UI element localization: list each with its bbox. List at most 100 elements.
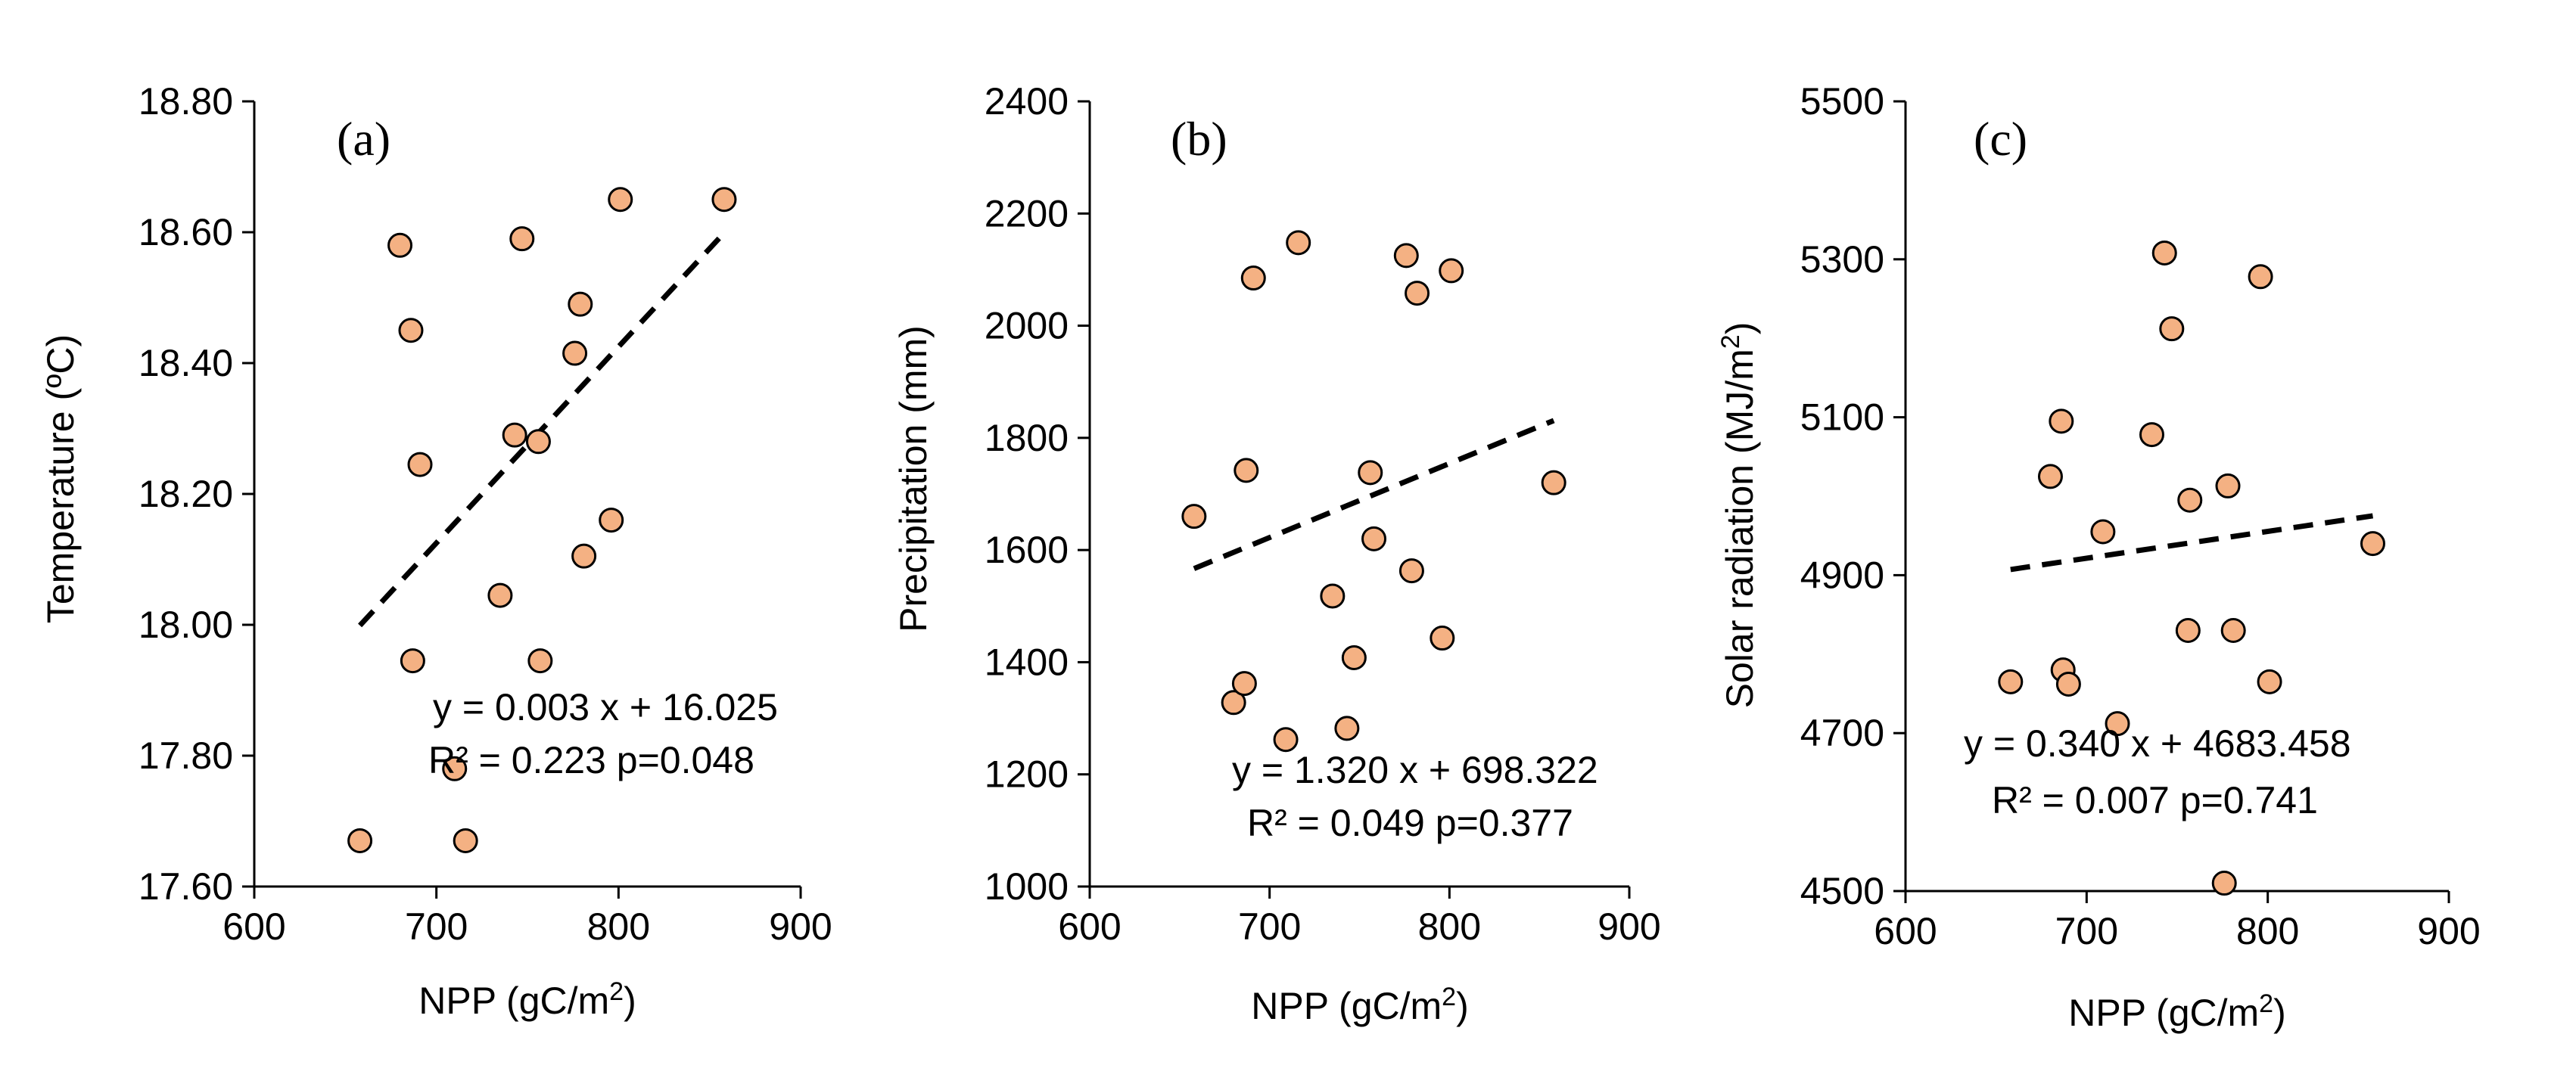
data-point	[1231, 671, 1257, 697]
data-point	[502, 422, 527, 448]
data-point	[1393, 243, 1419, 269]
panel-label: (b)	[1171, 112, 1227, 166]
y-axis-label: Temperature (ºC)	[39, 334, 82, 623]
data-point	[599, 508, 624, 533]
x-tick-label: 800	[587, 905, 650, 948]
x-tick-label: 600	[1874, 910, 1937, 952]
x-tick-label: 900	[769, 905, 832, 948]
data-point	[2037, 464, 2063, 489]
data-point	[398, 318, 424, 343]
x-axis-label: NPP (gC/m2)	[1251, 983, 1468, 1027]
data-point	[1361, 526, 1387, 551]
y-tick-label: 18.80	[138, 80, 233, 123]
data-point	[1273, 727, 1299, 753]
panel-label: (a)	[337, 112, 390, 166]
y-tick-label: 4900	[1800, 554, 1884, 596]
y-tick-label: 18.00	[138, 604, 233, 646]
x-tick-label: 600	[1058, 905, 1121, 948]
data-point	[2257, 669, 2282, 694]
x-tick-label: 900	[1598, 905, 1660, 948]
data-point	[2151, 240, 2177, 266]
data-point	[487, 582, 513, 608]
data-point	[1405, 281, 1430, 306]
data-point	[2090, 519, 2116, 545]
data-point	[347, 828, 373, 853]
regression-equation: y = 0.003 x + 16.025	[433, 686, 778, 728]
panel-b: 1000 1200 1400 1600 1800 2000 2200 2400 600 700 80…	[892, 80, 1661, 1027]
data-point	[1541, 470, 1566, 495]
data-point	[1358, 460, 1383, 486]
data-point	[2139, 422, 2164, 448]
data-point	[608, 187, 633, 213]
data-point	[1439, 258, 1464, 284]
y-tick-label: 1800	[985, 417, 1069, 459]
data-point	[442, 756, 468, 781]
regression-equation: y = 0.340 x + 4683.458	[1964, 722, 2351, 765]
y-axis-label: Precipitation (mm)	[892, 325, 935, 632]
data-point	[562, 340, 588, 366]
data-point	[509, 226, 535, 252]
regression-stats: R² = 0.007 p=0.741	[1992, 779, 2318, 821]
data-point	[2049, 408, 2074, 434]
y-tick-label: 17.60	[138, 865, 233, 908]
data-point	[1181, 504, 1207, 529]
data-point	[527, 648, 553, 674]
data-point	[400, 648, 425, 674]
data-point	[2360, 531, 2385, 557]
y-tick-label: 5100	[1800, 396, 1884, 439]
trend-line	[2010, 513, 2373, 573]
data-point	[711, 187, 737, 213]
data-point	[525, 429, 551, 455]
y-tick-label: 2400	[985, 80, 1069, 123]
data-point	[2211, 871, 2237, 896]
data-point	[2220, 617, 2246, 643]
x-tick-label: 700	[1238, 905, 1301, 948]
data-point	[407, 452, 433, 477]
data-point	[1341, 644, 1367, 670]
y-tick-label: 2200	[985, 192, 1069, 234]
y-tick-label: 18.60	[138, 211, 233, 253]
x-tick-label: 700	[405, 905, 468, 948]
data-point	[1286, 230, 1311, 256]
y-tick-label: 1200	[985, 753, 1069, 796]
x-tick-label: 600	[222, 905, 285, 948]
x-tick-label: 900	[2417, 910, 2480, 952]
data-point	[453, 828, 478, 853]
y-tick-label: 2000	[985, 305, 1069, 347]
y-tick-label: 17.80	[138, 734, 233, 777]
data-point	[2177, 487, 2203, 513]
data-point	[1398, 558, 1424, 584]
x-tick-label: 800	[2236, 910, 2299, 952]
panel-c: 4500 4700 4900 5100 5300 5500 600 700 800 900 (c) y…	[1716, 80, 2481, 1034]
data-point	[1334, 716, 1360, 741]
y-tick-label: 4500	[1800, 870, 1884, 912]
y-tick-label: 1000	[985, 865, 1069, 908]
data-point	[387, 232, 413, 258]
regression-equation: y = 1.320 x + 698.322	[1232, 749, 1598, 791]
regression-stats: R² = 0.049 p=0.377	[1247, 802, 1573, 844]
data-point	[568, 291, 593, 317]
data-point	[571, 543, 597, 569]
y-tick-label: 1600	[985, 529, 1069, 571]
y-axis-label: Solar radiation (MJ/m2)	[1716, 322, 1761, 709]
regression-stats: R² = 0.223 p=0.048	[428, 739, 754, 781]
y-tick-label: 18.40	[138, 342, 233, 384]
y-tick-label: 5300	[1800, 238, 1884, 281]
x-tick-label: 700	[2055, 910, 2118, 952]
data-point	[1430, 626, 1455, 651]
data-point	[1240, 266, 1266, 291]
data-point	[1998, 669, 2024, 694]
data-point	[1320, 583, 1346, 609]
data-point	[2215, 473, 2241, 498]
data-point	[2055, 671, 2081, 697]
data-point	[2175, 617, 2201, 643]
data-point	[2159, 316, 2185, 342]
data-point	[2248, 264, 2273, 290]
y-tick-label: 18.20	[138, 473, 233, 515]
panel-a: 17.60 17.80 18.00 18.20 18.40 18.60 18.80 600 70…	[39, 80, 832, 1022]
data-point	[1234, 458, 1259, 483]
trend-line	[358, 231, 726, 628]
x-tick-label: 800	[1418, 905, 1481, 948]
trend-line	[1193, 418, 1555, 571]
